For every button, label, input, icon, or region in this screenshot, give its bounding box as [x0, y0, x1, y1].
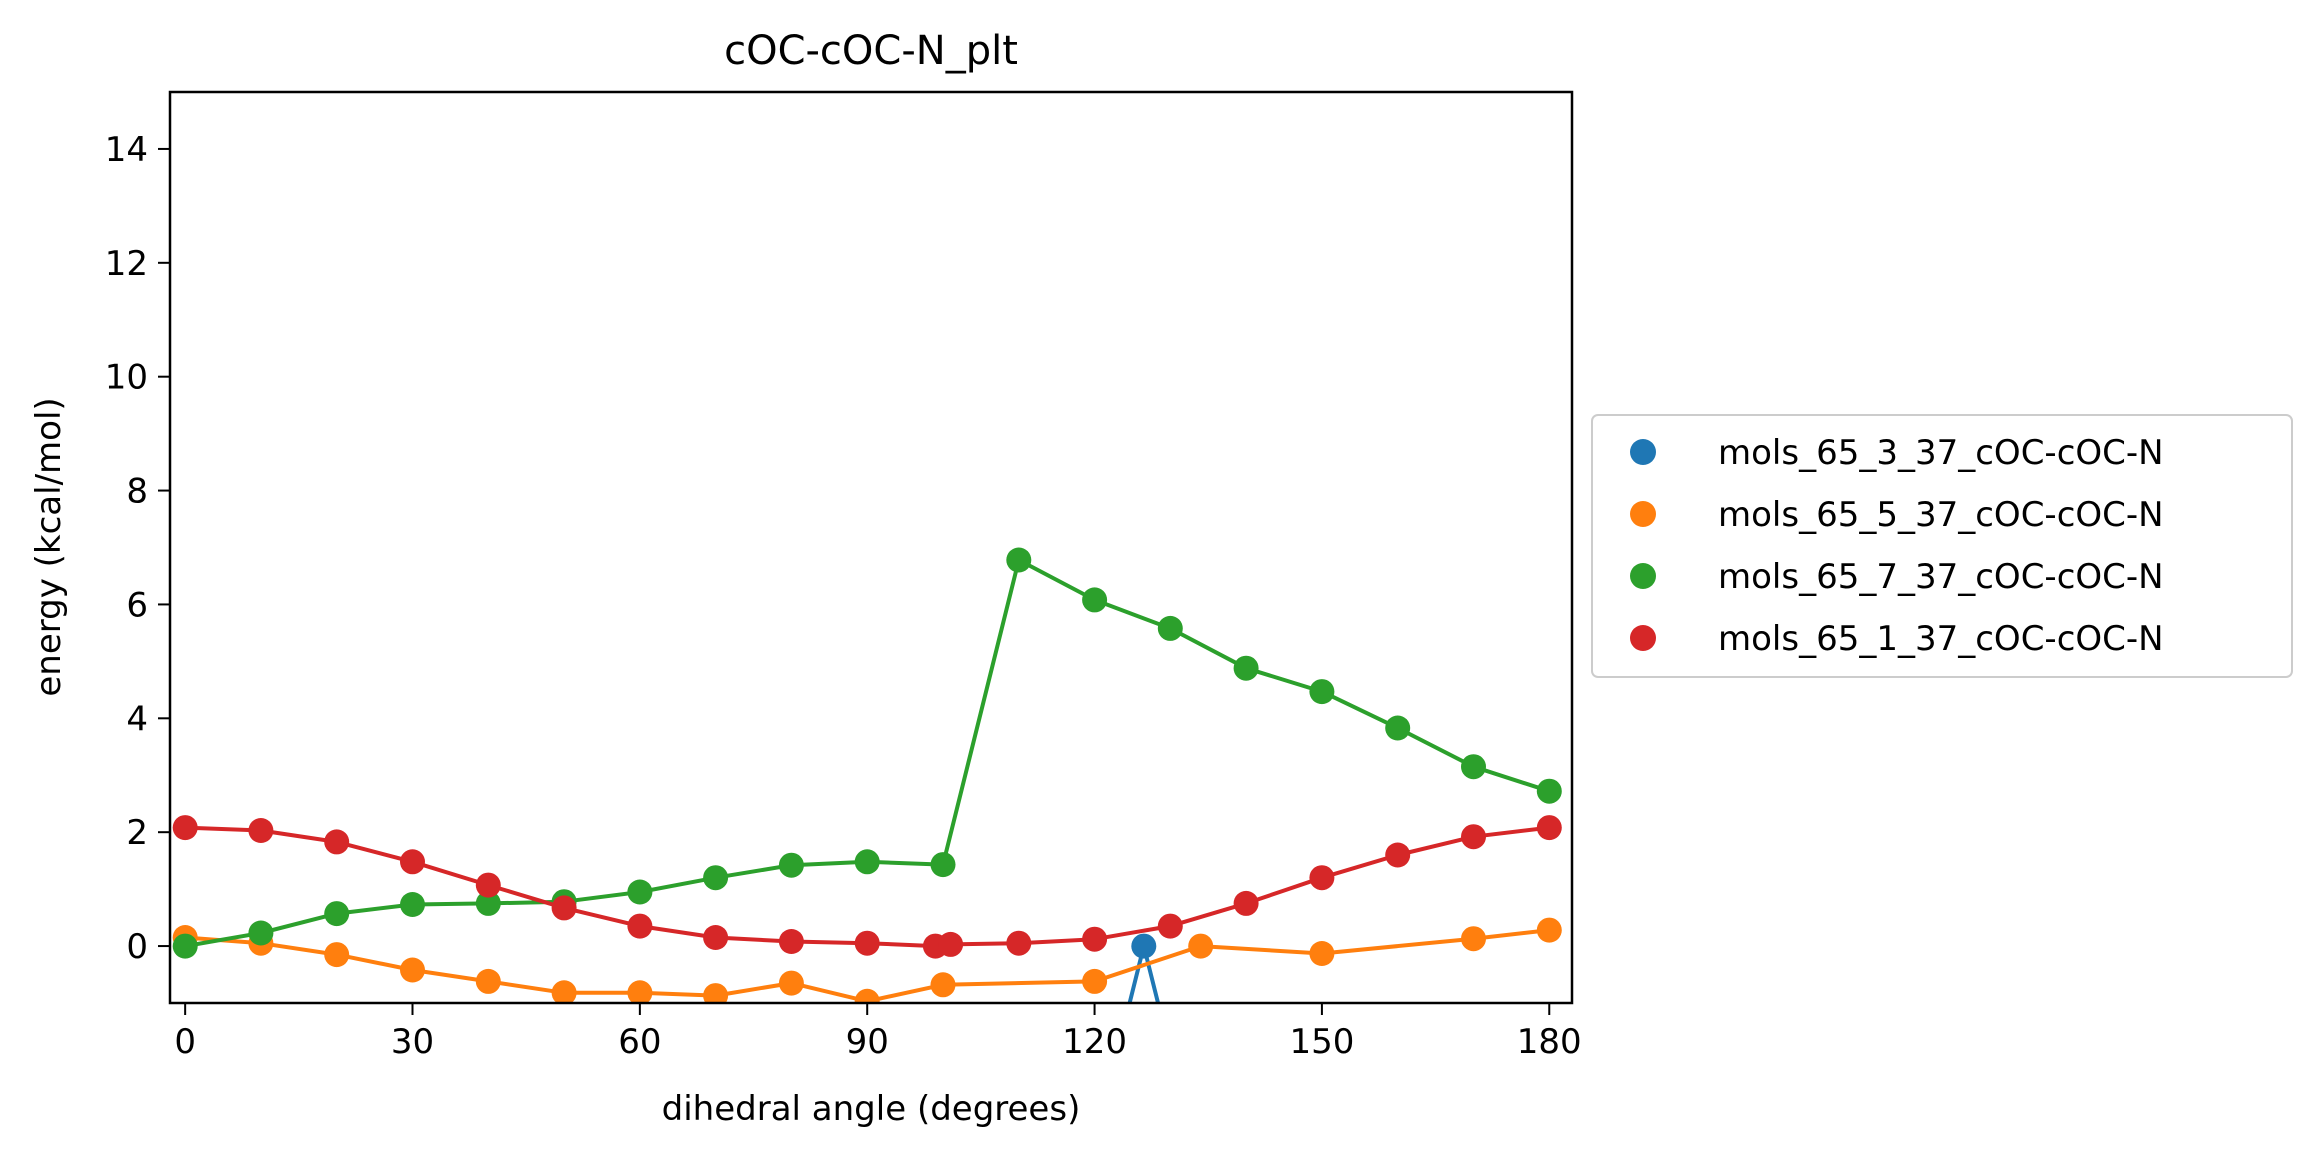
series-line — [185, 928, 1550, 1003]
data-point — [778, 852, 804, 878]
legend-label: mols_65_3_37_cOC-cOC-N — [1718, 433, 2164, 473]
data-point — [248, 920, 274, 946]
x-tick-label: 30 — [391, 1022, 434, 1062]
data-point — [1536, 917, 1562, 943]
plot-area — [172, 547, 1562, 1003]
data-point — [1385, 715, 1411, 741]
data-point — [1082, 587, 1108, 613]
data-point — [324, 901, 350, 927]
series-3 — [172, 547, 1562, 959]
x-tick-label: 60 — [618, 1022, 661, 1062]
y-tick-label: 4 — [126, 699, 148, 739]
data-point — [938, 931, 964, 957]
series-line — [185, 825, 1550, 949]
data-point — [1006, 930, 1032, 956]
x-tick-label: 0 — [174, 1022, 196, 1062]
data-point — [475, 890, 501, 916]
plot-frame — [168, 90, 1574, 1005]
data-point — [400, 957, 425, 983]
data-point — [324, 942, 350, 968]
y-tick-label: 10 — [105, 358, 148, 398]
data-point — [475, 968, 501, 994]
x-axis-label: dihedral angle (degrees) — [662, 1089, 1081, 1129]
data-point — [703, 983, 729, 1003]
data-point — [1385, 842, 1411, 868]
y-tick-label: 12 — [105, 244, 148, 284]
y-axis-label: energy (kcal/mol) — [29, 397, 69, 696]
y-axis: 0 2 4 6 8 10 12 14 — [105, 130, 170, 967]
legend-marker — [1630, 625, 1656, 651]
data-point — [930, 972, 956, 998]
data-point — [1461, 754, 1486, 780]
data-point — [1131, 933, 1157, 959]
data-point — [1188, 933, 1214, 959]
y-tick-label: 0 — [126, 927, 148, 967]
data-point — [475, 872, 501, 898]
data-point — [1082, 968, 1108, 994]
legend-label: mols_65_7_37_cOC-cOC-N — [1718, 557, 2164, 597]
y-tick-label: 8 — [126, 472, 148, 512]
series-2 — [172, 917, 1562, 1003]
data-point — [930, 852, 956, 878]
x-tick-label: 90 — [846, 1022, 889, 1062]
data-point — [703, 865, 729, 891]
data-point — [1157, 615, 1183, 641]
series-1 — [1127, 933, 1161, 1003]
data-point — [400, 892, 425, 917]
legend-label: mols_65_1_37_cOC-cOC-N — [1718, 619, 2164, 659]
chart-title: cOC-cOC-N_plt — [724, 28, 1018, 74]
data-point — [703, 925, 729, 950]
legend-label: mols_65_5_37_cOC-cOC-N — [1718, 495, 2164, 535]
data-point — [1536, 815, 1562, 841]
y-tick-label: 14 — [105, 130, 148, 170]
data-point — [778, 929, 804, 954]
data-point — [248, 818, 274, 843]
data-point — [400, 849, 425, 875]
data-point — [1461, 824, 1486, 850]
data-point — [172, 815, 198, 841]
data-point — [854, 988, 880, 1003]
data-point — [778, 970, 804, 996]
x-tick-label: 150 — [1289, 1022, 1354, 1062]
data-point — [1309, 941, 1335, 966]
x-tick-label: 120 — [1062, 1022, 1127, 1062]
data-point — [551, 895, 577, 921]
y-tick-label: 6 — [126, 585, 148, 625]
data-point — [627, 879, 653, 905]
data-point — [1536, 778, 1562, 804]
data-point — [1157, 913, 1183, 939]
data-point — [1006, 547, 1032, 573]
data-point — [1233, 655, 1259, 681]
data-point — [1233, 890, 1259, 916]
data-point — [627, 913, 653, 939]
legend-frame — [1591, 414, 2293, 678]
legend-marker — [1630, 501, 1656, 527]
data-point — [854, 849, 880, 875]
data-point — [1309, 679, 1335, 705]
data-point — [627, 980, 653, 1003]
legend-marker — [1630, 439, 1656, 465]
y-tick-label: 2 — [126, 813, 148, 853]
data-point — [172, 933, 198, 959]
x-axis: 0 30 60 90 120 150 180 — [174, 1003, 1582, 1062]
data-point — [1082, 926, 1108, 952]
data-point — [1461, 926, 1486, 952]
legend-marker — [1630, 563, 1656, 589]
x-tick-label: 180 — [1517, 1022, 1582, 1062]
data-point — [854, 930, 880, 956]
data-point — [551, 980, 577, 1003]
data-point — [324, 829, 350, 855]
legend: mols_65_3_37_cOC-cOC-N mols_65_5_37_cOC-c… — [1591, 414, 2293, 678]
series-4 — [172, 815, 1562, 959]
data-point — [1309, 865, 1335, 891]
